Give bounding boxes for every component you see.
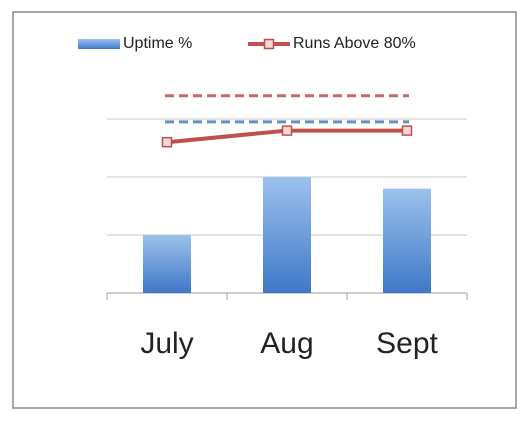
x-tick-label: Aug bbox=[260, 327, 313, 360]
bar bbox=[383, 188, 431, 293]
legend-marker bbox=[263, 38, 275, 50]
bar bbox=[143, 235, 191, 293]
line-marker bbox=[281, 125, 293, 136]
legend-label: Runs Above 80% bbox=[293, 35, 416, 52]
x-tick-label: July bbox=[140, 327, 193, 360]
line-marker bbox=[401, 125, 413, 136]
bar bbox=[263, 177, 311, 293]
legend-swatch bbox=[78, 39, 120, 49]
line-marker bbox=[161, 136, 173, 148]
x-tick-label: Sept bbox=[376, 327, 438, 360]
legend-label: Uptime % bbox=[123, 35, 192, 52]
